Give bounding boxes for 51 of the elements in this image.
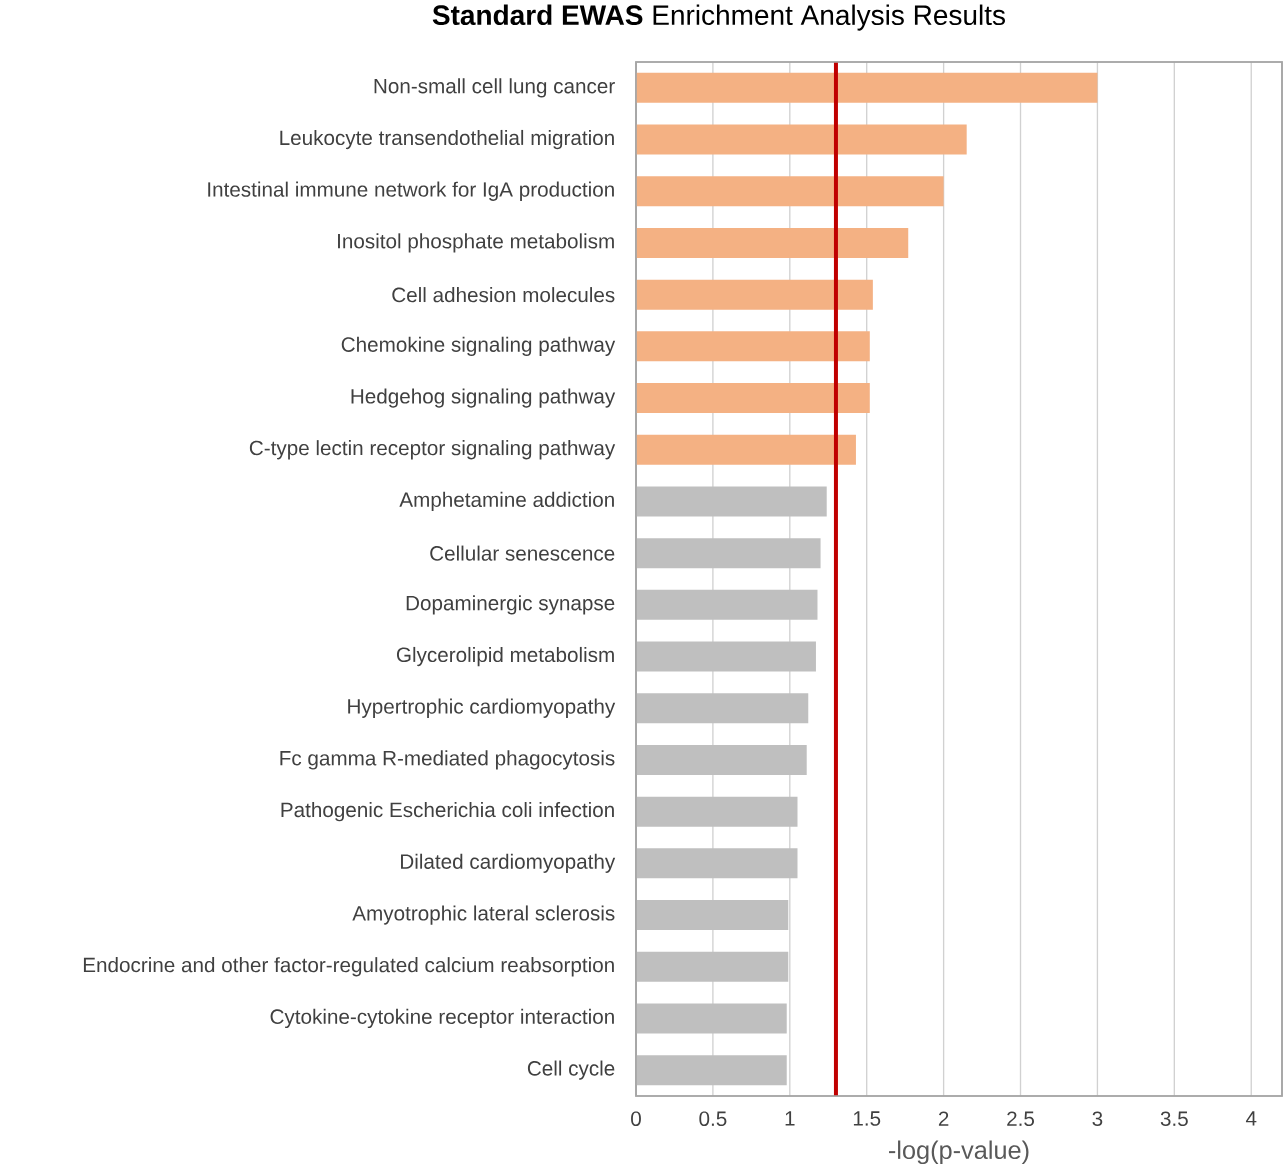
x-axis-title: -log(p-value) bbox=[889, 1140, 1029, 1165]
y-tick-label: Glycerolipid metabolism bbox=[396, 646, 614, 667]
y-tick-label: Dilated cardiomyopathy bbox=[401, 853, 616, 873]
bar bbox=[636, 1003, 787, 1034]
bar bbox=[636, 589, 818, 620]
bar bbox=[636, 538, 821, 569]
bar bbox=[636, 848, 798, 879]
bar bbox=[636, 693, 809, 724]
x-tick-label: 0.5 bbox=[699, 1111, 727, 1127]
y-tick-label: Fc gamma R-mediated phagocytosis bbox=[280, 750, 615, 770]
x-tick-label: 0 bbox=[631, 1111, 641, 1127]
y-tick-label: C-type lectin receptor signaling pathway bbox=[249, 440, 616, 460]
y-tick-label: Pathogenic Escherichia coli infection bbox=[281, 802, 614, 822]
x-tick-label: 2.5 bbox=[1007, 1111, 1035, 1127]
y-tick-label: Non-small cell lung cancer bbox=[374, 78, 615, 98]
y-tick-label: Cellular senescence bbox=[430, 545, 615, 561]
y-tick-label: Inositol phosphate metabolism bbox=[338, 233, 614, 253]
bar bbox=[636, 900, 789, 931]
bar bbox=[636, 744, 807, 775]
bar bbox=[636, 796, 798, 827]
y-tick-label: Hedgehog signaling pathway bbox=[351, 388, 616, 408]
y-tick-label: Chemokine signaling pathway bbox=[341, 336, 616, 356]
x-tick-label: 2 bbox=[938, 1111, 949, 1126]
x-tick-label: 3 bbox=[1092, 1111, 1103, 1127]
y-tick-label: Amphetamine addiction bbox=[399, 491, 614, 512]
bar bbox=[636, 331, 870, 362]
bar bbox=[636, 434, 856, 465]
bar bbox=[636, 641, 816, 672]
x-tick-label: 3.5 bbox=[1160, 1111, 1188, 1127]
y-tick-label: Cell cycle bbox=[527, 1060, 615, 1080]
bar bbox=[636, 227, 909, 258]
bar bbox=[636, 951, 789, 982]
bar bbox=[636, 279, 873, 310]
y-tick-label: Endocrine and other factor-regulated calcium reabsorption bbox=[83, 957, 614, 977]
bar bbox=[636, 383, 870, 414]
bar bbox=[636, 486, 827, 517]
chart-title: Standard EWAS Enrichment Analysis Results bbox=[432, 4, 1005, 31]
y-tick-label: Amyotrophic lateral sclerosis bbox=[352, 905, 615, 925]
bar bbox=[636, 1055, 787, 1086]
y-tick-label: Dopaminergic synapse bbox=[406, 595, 615, 615]
bar bbox=[636, 176, 944, 207]
y-tick-label: Intestinal immune network for IgA production bbox=[208, 181, 614, 201]
x-tick-label: 4 bbox=[1245, 1111, 1257, 1126]
y-tick-label: Cell adhesion molecules bbox=[392, 287, 615, 303]
bar bbox=[636, 124, 967, 155]
y-tick-label: Leukocyte transendothelial migration bbox=[280, 129, 614, 150]
bar bbox=[636, 72, 1098, 103]
y-tick-label: Cytokine-cytokine receptor interaction bbox=[270, 1008, 614, 1029]
x-tick-label: 1.5 bbox=[853, 1111, 881, 1126]
y-tick-label: Hypertrophic cardiomyopathy bbox=[348, 698, 616, 718]
x-tick-label: 1 bbox=[785, 1111, 795, 1126]
